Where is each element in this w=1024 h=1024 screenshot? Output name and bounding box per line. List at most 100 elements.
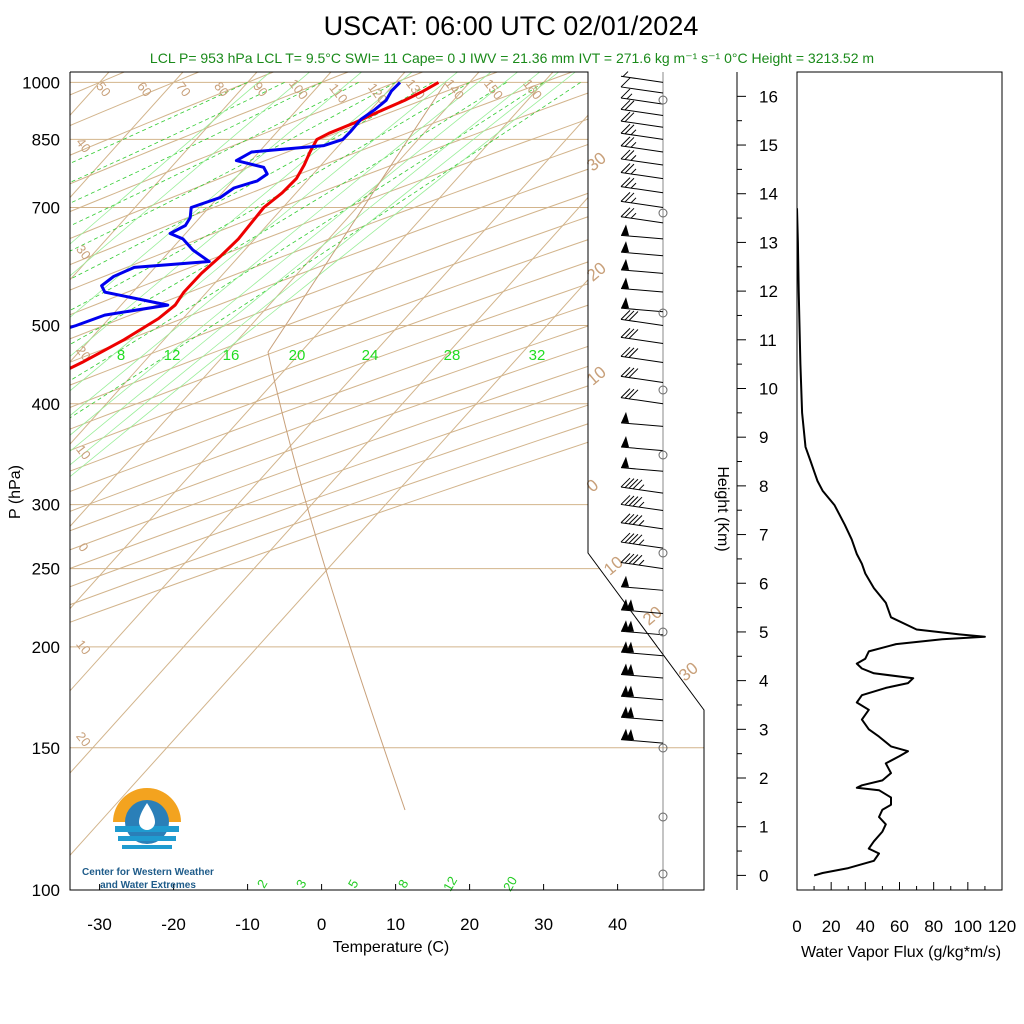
flux-x-tick-label: 80 [924, 917, 943, 936]
moist-adiabat-line [70, 82, 322, 648]
flux-x-axis-label: Water Vapor Flux (g/kg*m/s) [801, 944, 1001, 961]
wind-barb [620, 111, 664, 128]
barb-shaft [620, 739, 664, 744]
mixing-ratio-line [70, 72, 467, 599]
barb-feather [624, 177, 635, 188]
barb-shaft [620, 307, 664, 313]
barb-feather [628, 533, 639, 544]
moist-adiabat-line [70, 82, 433, 648]
adiabat-label: 0 [75, 540, 91, 555]
wind-barb [620, 258, 664, 274]
mixing-ratio-label: 20 [500, 874, 520, 894]
flux-x-tick-label: 0 [792, 917, 801, 936]
flux-x-tick-label: 100 [954, 917, 982, 936]
height-tick-label: 9 [759, 428, 768, 447]
barb-feather [624, 533, 635, 543]
barb-shaft [620, 132, 664, 140]
barb-feather [624, 112, 635, 123]
flux-x-tick-label: 60 [890, 917, 909, 936]
barb-feather [624, 137, 635, 147]
barb-feather [624, 150, 635, 160]
isotherm-label: 20 [639, 602, 666, 629]
wind-barb [620, 123, 664, 140]
isotherm-line [70, 72, 406, 890]
wind-barb [620, 297, 664, 313]
level-marker [658, 548, 668, 558]
x-tick-label: -20 [161, 915, 186, 934]
barb-feather [624, 163, 635, 174]
isotherm-label: 30 [583, 148, 610, 175]
logo-line-1: Center for Western Weather [82, 867, 214, 878]
dry-adiabat-line [70, 72, 704, 890]
wind-barb [620, 553, 664, 570]
cw3e-logo: Center for Western Weather and Water Ext… [82, 788, 214, 891]
wave-icon [118, 836, 176, 841]
wind-barb [620, 310, 664, 326]
barb-feather [620, 177, 631, 187]
barb-feather [628, 514, 639, 525]
x-tick-label: -30 [87, 915, 112, 934]
wind-barb [620, 136, 664, 153]
dry-adiabat-line [70, 72, 704, 890]
mixing-ratio-label: 20 [289, 347, 306, 364]
mixing-ratio-line [70, 72, 279, 599]
height-tick-label: 7 [759, 526, 768, 545]
barb-shaft [620, 586, 664, 591]
level-marker [658, 385, 668, 395]
dry-adiabat-line [70, 72, 441, 890]
wind-barb [620, 241, 664, 257]
temperature-profile [70, 81, 440, 750]
barb-feather [624, 310, 635, 321]
barb-feather [632, 554, 643, 565]
barb-feather [638, 539, 645, 546]
barb-shaft [620, 446, 664, 452]
mixing-ratio-label: 12 [164, 347, 181, 364]
barb-shaft [620, 651, 664, 657]
adiabat-label: 10 [73, 637, 94, 658]
barb-feather [632, 479, 643, 490]
barb-shaft [620, 503, 664, 512]
barb-feather [620, 149, 631, 160]
dry-adiabat-line [70, 72, 591, 890]
wind-barb [620, 163, 664, 180]
x-tick-label: 40 [608, 915, 627, 934]
x-tick-label: 30 [534, 915, 553, 934]
barb-shaft [620, 108, 664, 116]
y-tick-label: 400 [32, 395, 60, 414]
barb-feather [620, 346, 631, 357]
wind-barb [620, 224, 664, 240]
dewpoint-profile [70, 81, 402, 750]
level-marker [658, 869, 668, 879]
parcel-guide-line [267, 81, 447, 353]
mixing-ratio-label: 32 [529, 347, 546, 364]
barb-feather [622, 71, 629, 77]
dry-adiabat-line [70, 72, 704, 890]
barb-pennant [621, 706, 629, 718]
wind-barb [620, 177, 664, 194]
barb-shaft [620, 630, 664, 636]
barb-feather [628, 478, 639, 489]
isotherm-label: 30 [675, 658, 702, 685]
height-tick-label: 2 [759, 769, 768, 788]
barb-shaft [620, 467, 664, 472]
barb-feather [624, 367, 635, 378]
barb-feather [630, 168, 637, 175]
height-tick-label: 1 [759, 818, 768, 837]
y-tick-label: 150 [32, 739, 60, 758]
height-tick-label: 15 [759, 136, 778, 155]
dry-adiabat-line [70, 72, 704, 890]
wind-barb [620, 149, 664, 166]
barb-feather [626, 93, 633, 100]
level-marker [658, 450, 668, 460]
barb-feather [632, 515, 643, 525]
height-tick-label: 5 [759, 623, 768, 642]
barb-feather [628, 496, 639, 506]
wind-barb [620, 620, 664, 636]
y-tick-label: 700 [32, 198, 60, 217]
height-tick-label: 8 [759, 477, 768, 496]
dry-adiabat-line [70, 72, 704, 890]
dry-adiabat-line [70, 72, 666, 890]
y-tick-label: 200 [32, 638, 60, 657]
x-tick-label: 20 [460, 915, 479, 934]
